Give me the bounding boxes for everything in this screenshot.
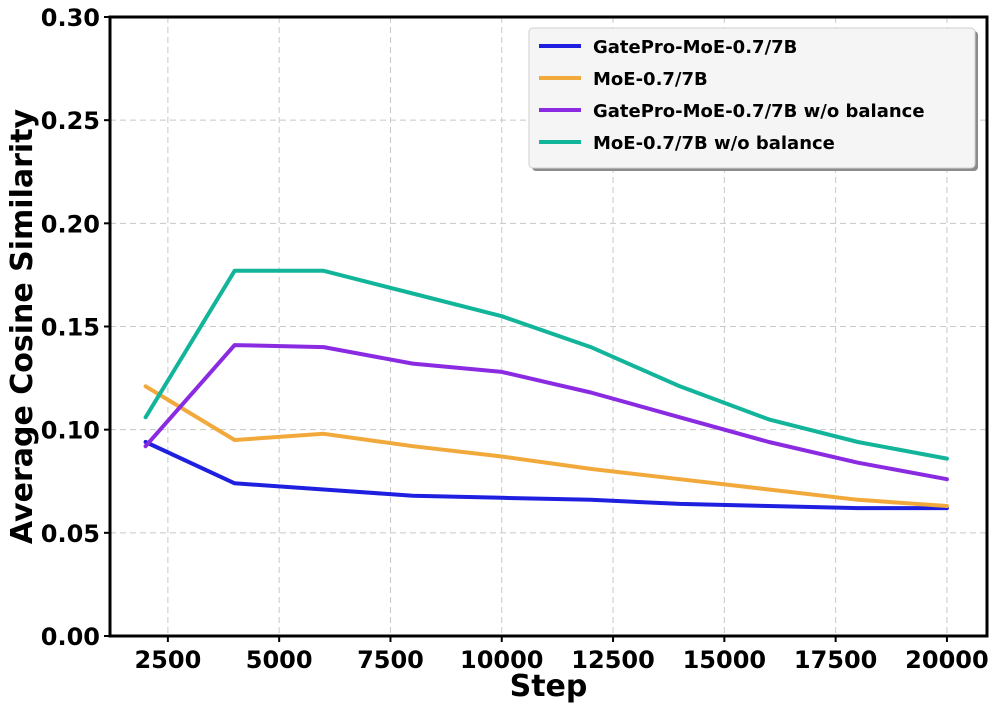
- series-line-2: [143, 343, 949, 482]
- x-tick-label-6: 17500: [794, 646, 878, 674]
- x-tick-label-0: 2500: [134, 646, 201, 674]
- x-tick-label-3: 10000: [460, 646, 544, 674]
- y-tick-label-0: 0.00: [41, 623, 100, 651]
- y-tick-label-2: 0.10: [41, 417, 100, 445]
- y-tick-label-3: 0.15: [41, 314, 100, 342]
- x-axis-ticks: 2500 5000 7500 10000 12500 15000 17500 20000: [134, 636, 989, 674]
- x-tick-label-5: 15000: [683, 646, 767, 674]
- y-tick-label-5: 0.25: [41, 107, 100, 135]
- y-tick-label-4: 0.20: [41, 210, 100, 238]
- series-line-1: [143, 384, 949, 508]
- series-layer: [143, 268, 949, 511]
- legend-label-3: MoE-0.7/7B w/o balance: [593, 133, 835, 154]
- legend: GatePro-MoE-0.7/7B MoE-0.7/7B GatePro-MoE-…: [528, 27, 978, 171]
- y-axis-title: Average Cosine Similarity: [5, 108, 40, 544]
- y-tick-label-1: 0.05: [41, 520, 100, 548]
- x-axis-title: Step: [510, 669, 588, 704]
- y-tick-label-6: 0.30: [41, 4, 100, 32]
- legend-label-0: GatePro-MoE-0.7/7B: [593, 37, 797, 58]
- legend-box: [528, 27, 976, 169]
- legend-label-2: GatePro-MoE-0.7/7B w/o balance: [593, 101, 925, 122]
- y-axis-ticks: 0.00 0.05 0.10 0.15 0.20 0.25 0.30: [41, 4, 110, 651]
- series-line-3: [143, 268, 949, 461]
- x-tick-label-7: 20000: [905, 646, 989, 674]
- x-tick-label-4: 12500: [571, 646, 655, 674]
- x-tick-label-1: 5000: [246, 646, 313, 674]
- x-tick-label-2: 7500: [357, 646, 424, 674]
- series-line-0: [143, 440, 949, 511]
- legend-label-1: MoE-0.7/7B: [593, 69, 708, 90]
